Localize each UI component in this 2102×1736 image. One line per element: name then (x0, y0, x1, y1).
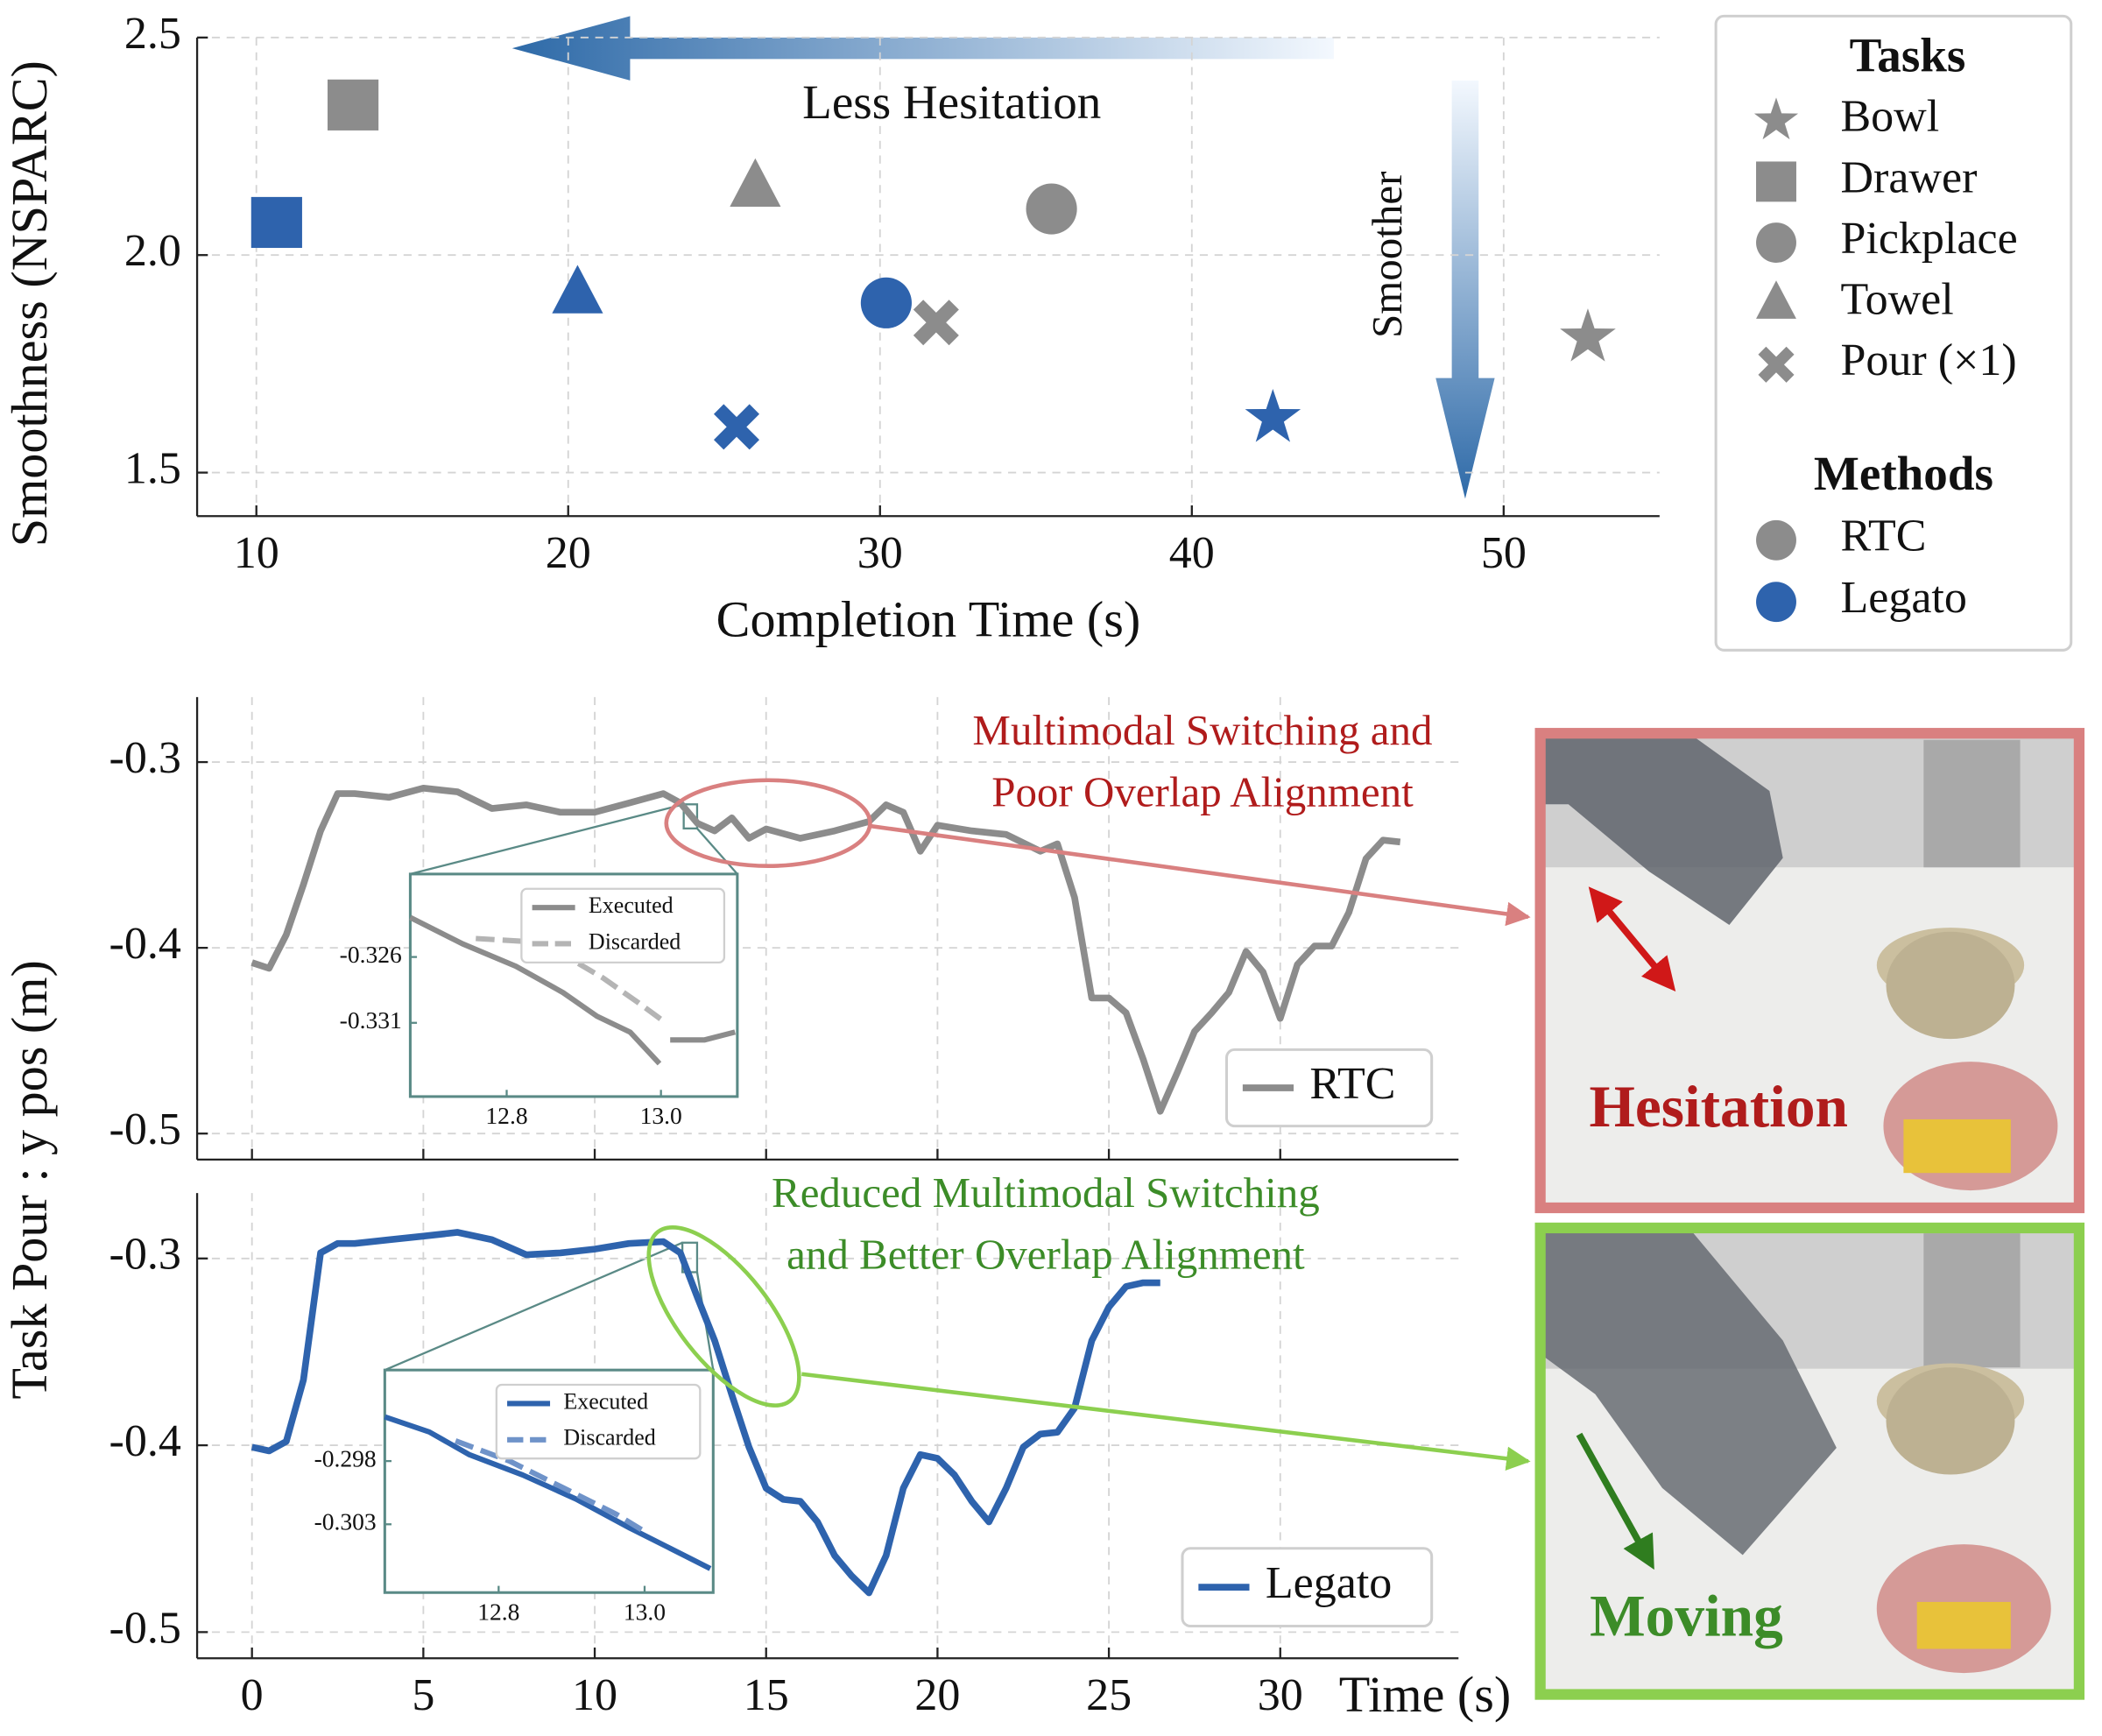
y-tick-label: -0.5 (109, 1104, 181, 1154)
photo-label: Moving (1590, 1583, 1783, 1648)
marker (730, 158, 781, 208)
line (476, 935, 666, 1024)
legend-marker (1758, 346, 1795, 383)
callout-ellipse (646, 1224, 801, 1408)
x-tick-label: 50 (1481, 528, 1527, 578)
legend-label: Bowl (1840, 92, 1939, 142)
legend-marker (1753, 97, 1799, 140)
marker (250, 196, 302, 249)
x-axis-label: Completion Time (s) (716, 591, 1141, 648)
legend-marker (1756, 280, 1796, 319)
marker (1756, 161, 1796, 202)
legend-label: Legato (1840, 573, 1966, 623)
marker (1026, 183, 1077, 235)
legend-label: Pickplace (1840, 214, 2017, 264)
legend-marker (1756, 519, 1796, 561)
callout-arrow (801, 1372, 1531, 1471)
photo-hesitation (1534, 728, 2085, 1214)
callout-ellipse (664, 778, 872, 868)
y-axis-label: Smoothness (NSPARC) (1, 60, 58, 547)
line (455, 1438, 645, 1534)
legend-label: RTC (1840, 512, 1926, 561)
marker (328, 79, 379, 131)
annotation: and Better Overlap Alignment (786, 1230, 1305, 1278)
marker (1758, 346, 1795, 383)
marker (1756, 280, 1796, 319)
x-tick-label: 20 (546, 528, 591, 578)
y-tick-label: 2.0 (124, 226, 181, 276)
legend-label: RTC (1309, 1059, 1395, 1109)
arrow-less-hesitation (511, 16, 1334, 81)
annotation: Smoother (1363, 172, 1411, 338)
legend-label: Towel (1840, 275, 1953, 325)
line (384, 1414, 712, 1571)
x-tick-label: 0 (241, 1670, 264, 1720)
x-tick-label: 30 (857, 528, 903, 578)
line (250, 784, 1401, 1115)
y-tick-label: -0.5 (109, 1603, 181, 1653)
legend-label: Pour (×1) (1840, 335, 2016, 385)
y-tick-label: 1.5 (124, 444, 181, 494)
y-tick-label: -0.326 (340, 941, 402, 968)
annotation: Less Hesitation (802, 75, 1101, 129)
x-tick-label: 30 (1258, 1670, 1303, 1720)
legend-title: Methods (1814, 447, 1993, 500)
x-tick-label: 13.0 (640, 1102, 682, 1129)
x-axis-label: Time (s) (1339, 1666, 1512, 1723)
y-tick-label: -0.298 (314, 1444, 377, 1471)
x-tick-label: 25 (1086, 1670, 1132, 1720)
y-tick-label: -0.331 (340, 1006, 402, 1034)
legend-label: Discarded (589, 928, 681, 954)
legend-box (1714, 14, 2073, 652)
marker (1756, 222, 1796, 263)
y-tick-label: 2.5 (124, 9, 181, 59)
photo-moving (1534, 1222, 2085, 1700)
legend-label: Drawer (1840, 152, 1977, 202)
x-tick-label: 20 (914, 1670, 960, 1720)
marker (1245, 388, 1301, 442)
legend-title: Tasks (1850, 29, 1966, 82)
y-axis-label: Task Pour : y pos (m) (1, 960, 58, 1399)
marker (1560, 308, 1616, 362)
annotation: Reduced Multimodal Switching (772, 1168, 1320, 1217)
line (409, 914, 737, 1066)
y-tick-label: -0.303 (314, 1508, 377, 1535)
annotation: Multimodal Switching and (972, 706, 1432, 754)
marker (713, 404, 760, 450)
callout-arrow (868, 823, 1531, 927)
y-tick-label: -0.4 (109, 1416, 181, 1466)
legend-label: Discarded (563, 1425, 655, 1450)
y-tick-label: -0.3 (109, 1230, 181, 1280)
annotation: Poor Overlap Alignment (991, 767, 1414, 815)
legend-label: Executed (563, 1388, 648, 1414)
y-tick-label: -0.3 (109, 733, 181, 783)
x-tick-label: 12.8 (477, 1598, 519, 1625)
x-tick-label: 10 (572, 1670, 617, 1720)
x-tick-label: 40 (1169, 528, 1215, 578)
inset-frame (383, 1368, 715, 1594)
y-tick-label: -0.4 (109, 919, 181, 969)
legend-marker (1756, 222, 1796, 263)
marker (1753, 97, 1799, 140)
x-tick-label: 10 (234, 528, 279, 578)
legend-label: Executed (589, 893, 674, 918)
photo-label: Hesitation (1589, 1074, 1847, 1140)
line (250, 1229, 1160, 1597)
x-tick-label: 15 (744, 1670, 789, 1720)
x-tick-label: 12.8 (485, 1102, 527, 1129)
marker (552, 265, 603, 314)
marker (860, 277, 912, 328)
marker (913, 300, 959, 346)
legend-marker (1756, 582, 1796, 623)
arrow-smoother (1435, 80, 1495, 499)
inset-frame (408, 872, 739, 1098)
legend-box (1224, 1048, 1434, 1128)
x-tick-label: 5 (412, 1670, 434, 1720)
legend-marker (1756, 161, 1796, 202)
legend-box (1181, 1547, 1434, 1628)
legend-label: Legato (1266, 1558, 1392, 1608)
x-tick-label: 13.0 (624, 1598, 666, 1625)
